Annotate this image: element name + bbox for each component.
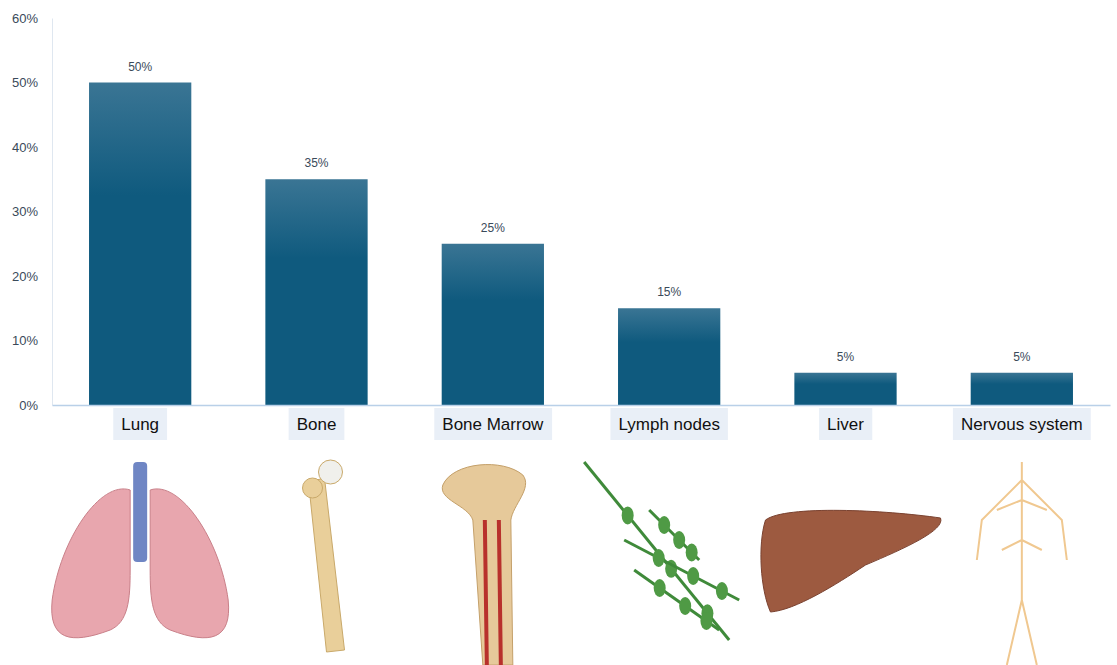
bar [89, 83, 191, 406]
bar [794, 373, 896, 405]
y-tick: 60% [12, 11, 52, 26]
y-tick-label: 60% [12, 11, 38, 26]
lymph-vessel [634, 570, 719, 630]
x-tick-label: Lung [121, 415, 159, 434]
y-tick-label: 0% [19, 398, 38, 413]
x-tick: Lymph nodes [610, 408, 727, 440]
y-tick-label: 30% [12, 204, 38, 219]
y-tick: 10% [12, 333, 52, 348]
organ-icon [52, 462, 229, 638]
x-axis: Lung Bone Bone Marrow Lymph nodes Liver Nervo… [53, 406, 1111, 441]
lung-left [52, 489, 130, 638]
lymph-node [679, 597, 691, 615]
data-label: 25% [481, 221, 505, 235]
bar [971, 373, 1073, 405]
icons [52, 460, 1067, 665]
x-label-box [289, 408, 345, 440]
bar [442, 244, 544, 405]
trachea [133, 462, 147, 562]
x-tick-label: Nervous system [961, 415, 1083, 434]
y-tick-label: 20% [12, 269, 38, 284]
y-tick: 30% [12, 204, 52, 219]
y-tick-label: 10% [12, 333, 38, 348]
y-axis: 0% 10% 20% 30% 40% 50% 60% [12, 11, 53, 413]
lymph-node [622, 506, 634, 524]
lymph-vessel [624, 540, 739, 600]
y-tick: 0% [19, 398, 52, 413]
bone-head [319, 460, 343, 484]
organ-icon [977, 462, 1067, 665]
x-tick-label: Bone Marrow [442, 415, 544, 434]
x-tick: Nervous system [953, 408, 1091, 440]
lymph-node [654, 579, 666, 597]
organ-icon [584, 462, 739, 640]
nerves [977, 462, 1067, 665]
organ-icon [442, 465, 525, 665]
x-label-box [819, 408, 872, 440]
y-tick-label: 50% [12, 75, 38, 90]
x-tick: Bone Marrow [434, 408, 552, 440]
y-tick: 50% [12, 75, 52, 90]
x-tick: Bone [289, 408, 345, 440]
data-label: 15% [657, 285, 681, 299]
data-label: 5% [1013, 350, 1031, 364]
lymph-vessel [584, 462, 729, 640]
marrow [485, 520, 501, 665]
organ-icon [303, 460, 345, 652]
x-label-box [953, 408, 1091, 440]
data-label: 5% [837, 350, 855, 364]
data-label: 35% [304, 156, 328, 170]
y-tick-label: 40% [12, 140, 38, 155]
x-label-box [434, 408, 552, 440]
x-label-box [113, 408, 167, 440]
bar [265, 179, 367, 405]
lymph-node [673, 531, 685, 549]
x-tick-label: Lymph nodes [618, 415, 719, 434]
data-label: 50% [128, 60, 152, 74]
bars [89, 83, 1073, 406]
bar [618, 308, 720, 405]
x-tick: Lung [113, 408, 167, 440]
lymph-node [653, 549, 665, 567]
organ-icon [761, 510, 941, 612]
lymph-node [700, 612, 712, 630]
x-tick: Liver [819, 408, 872, 440]
x-label-box [610, 408, 727, 440]
lung-right [150, 489, 228, 638]
x-tick-label: Bone [297, 415, 337, 434]
y-tick: 40% [12, 140, 52, 155]
data-labels: 50% 35% 25% 15% 5% 5% [128, 60, 1031, 364]
y-tick: 20% [12, 269, 52, 284]
liver [761, 510, 941, 612]
x-tick-label: Liver [827, 415, 864, 434]
lymph-node [687, 567, 699, 585]
bone-head [303, 478, 323, 498]
y-axis-line [52, 19, 53, 406]
lymph-node [716, 582, 728, 600]
chart: 0%10%20%30%40%50%60%LungBoneBone MarrowL… [0, 0, 1117, 665]
lymph-node [658, 516, 670, 534]
lymph-node [686, 544, 698, 562]
bone-shaft [309, 478, 345, 652]
marrow-bone [442, 465, 525, 665]
x-axis-line [53, 405, 1111, 407]
